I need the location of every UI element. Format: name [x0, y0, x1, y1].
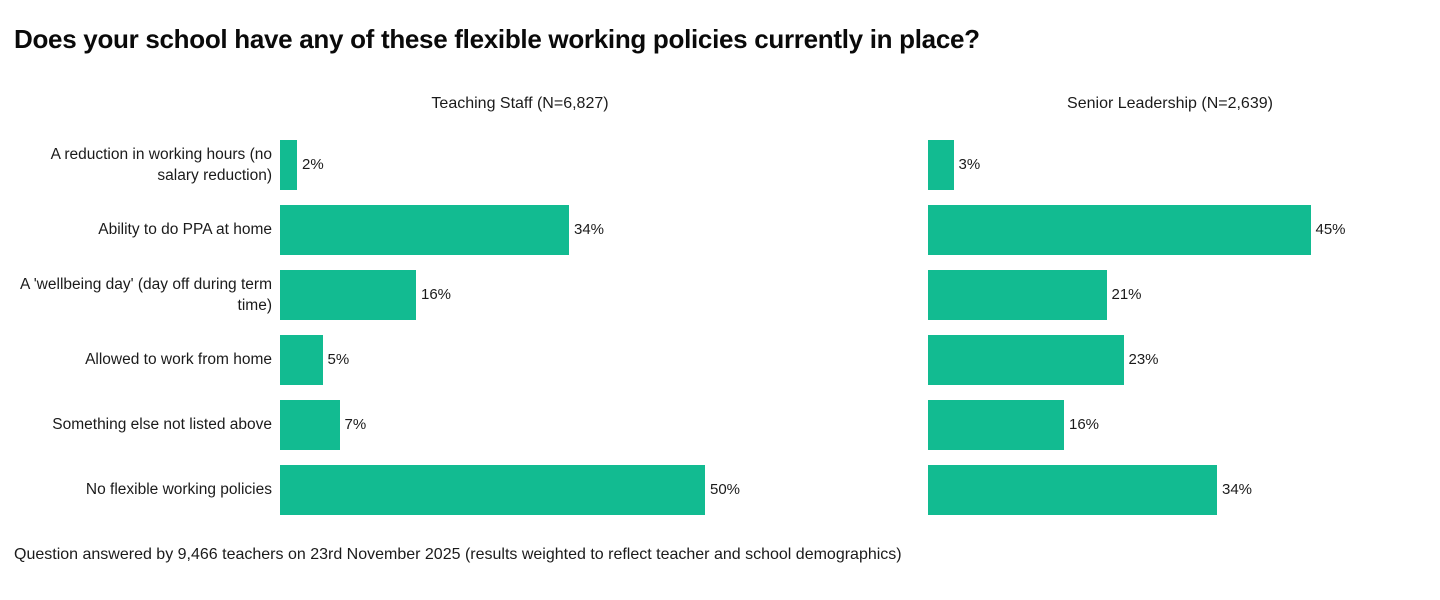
bar — [928, 399, 1064, 450]
bar-row: 45% — [928, 197, 1428, 262]
bar — [280, 139, 297, 190]
bar — [928, 204, 1311, 255]
value-label: 16% — [421, 286, 452, 303]
bar-row: 16% — [280, 262, 780, 327]
chart-title: Does your school have any of these flexi… — [14, 24, 980, 54]
bar-row: 23% — [928, 327, 1428, 392]
bar-row: 2% — [280, 132, 780, 197]
bar — [928, 334, 1124, 385]
value-label: 34% — [1222, 481, 1253, 498]
category-label: Something else not listed above — [52, 416, 272, 433]
category-label: A reduction in working hours (no salary … — [50, 145, 272, 184]
value-label: 45% — [1315, 221, 1346, 238]
bar — [280, 334, 323, 385]
footnote: Question answered by 9,466 teachers on 2… — [14, 546, 902, 563]
bar — [280, 269, 416, 320]
category-label: A 'wellbeing day' (day off during term t… — [19, 275, 272, 314]
bars-panel-senior-leadership: 3% 45% 21% 23% 16% 34% — [928, 132, 1428, 522]
bar-row: 34% — [280, 197, 780, 262]
category-label: Ability to do PPA at home — [98, 221, 272, 238]
bars-panel-teaching-staff: 2% 34% 16% 5% 7% 50% — [280, 132, 780, 522]
bar-row: 21% — [928, 262, 1428, 327]
value-label: 34% — [574, 221, 605, 238]
value-label: 16% — [1069, 416, 1100, 433]
category-label: No flexible working policies — [85, 481, 272, 498]
bar-row: 7% — [280, 392, 780, 457]
bar-row: 16% — [928, 392, 1428, 457]
bar — [928, 269, 1107, 320]
panel-header-senior-leadership: Senior Leadership (N=2,639) — [1067, 95, 1273, 112]
bar-row: 3% — [928, 132, 1428, 197]
value-label: 23% — [1128, 351, 1159, 368]
value-label: 5% — [327, 351, 350, 368]
category-axis-labels: A reduction in working hours (no salary … — [14, 132, 272, 522]
bar — [280, 464, 705, 515]
bar — [928, 464, 1217, 515]
value-label: 50% — [710, 481, 741, 498]
bar — [928, 139, 954, 190]
bar-row: 5% — [280, 327, 780, 392]
bar-row: 50% — [280, 457, 780, 522]
bar — [280, 204, 569, 255]
bar-row: 34% — [928, 457, 1428, 522]
category-label: Allowed to work from home — [85, 351, 272, 368]
value-label: 7% — [344, 416, 367, 433]
panel-header-teaching-staff: Teaching Staff (N=6,827) — [431, 95, 609, 112]
bar — [280, 399, 340, 450]
value-label: 3% — [958, 156, 981, 173]
value-label: 2% — [302, 156, 324, 173]
value-label: 21% — [1111, 286, 1142, 303]
